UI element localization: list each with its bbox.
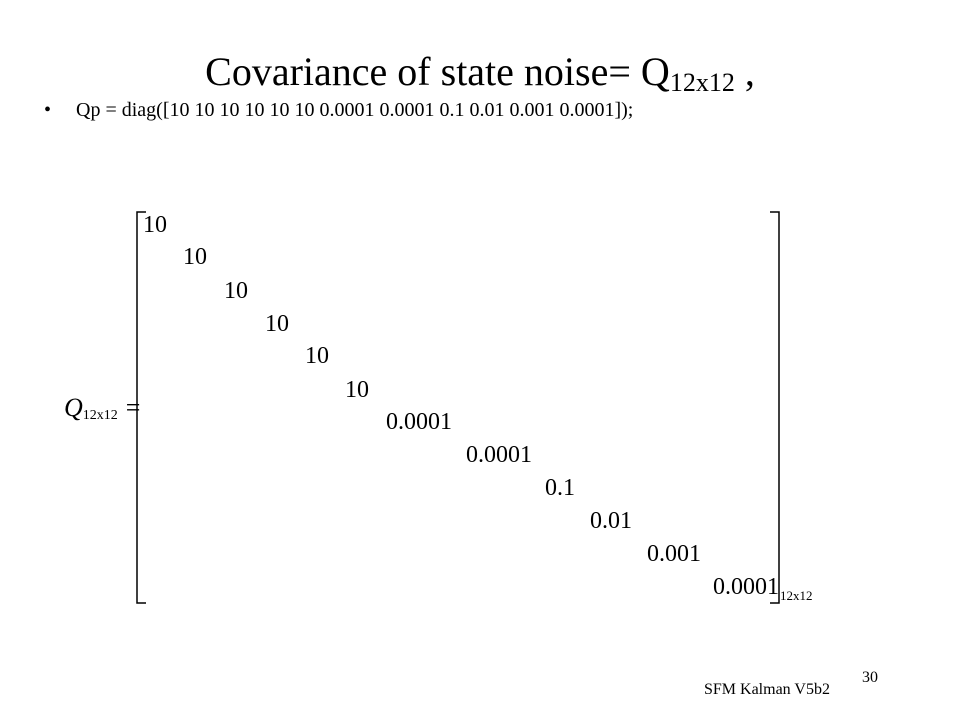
matrix-entry: 10	[224, 278, 248, 304]
matrix-entry: 10	[305, 343, 329, 369]
slide-title: Covariance of state noise= Q12x12 ,	[0, 48, 960, 107]
matrix-entry: 10	[265, 311, 289, 337]
matrix-entry: 0.1	[545, 475, 575, 501]
matrix-entry: 10	[143, 212, 167, 238]
footer-label: SFM Kalman V5b2	[704, 681, 830, 698]
matrix-entry: 0.0001	[466, 442, 532, 468]
matrix-entry: 10	[183, 244, 207, 270]
title-tail: ,	[734, 49, 755, 94]
matrix-entry: 0.01	[590, 508, 632, 534]
matrix-left-bracket	[136, 211, 146, 604]
matrix-entry: 10	[345, 377, 369, 403]
title-subscript: 12x12	[669, 68, 735, 97]
title-main-text: Covariance of state noise= Q	[205, 49, 670, 94]
matrix-entry: 0.0001	[713, 574, 779, 600]
bullet-item: • Qp = diag([10 10 10 10 10 10 0.0001 0.0…	[44, 96, 633, 124]
bullet-text: Qp = diag([10 10 10 10 10 10 0.0001 0.00…	[76, 99, 634, 121]
matrix-symbol: Q	[64, 393, 83, 422]
bullet-marker: •	[44, 99, 52, 121]
matrix-size-label: 12x12	[780, 588, 813, 603]
matrix-lhs-subscript: 12x12	[82, 408, 118, 423]
matrix-entry: 0.001	[647, 541, 701, 567]
page-number: 30	[862, 669, 878, 686]
matrix-right-bracket	[770, 211, 780, 604]
matrix-entry: 0.0001	[386, 409, 452, 435]
